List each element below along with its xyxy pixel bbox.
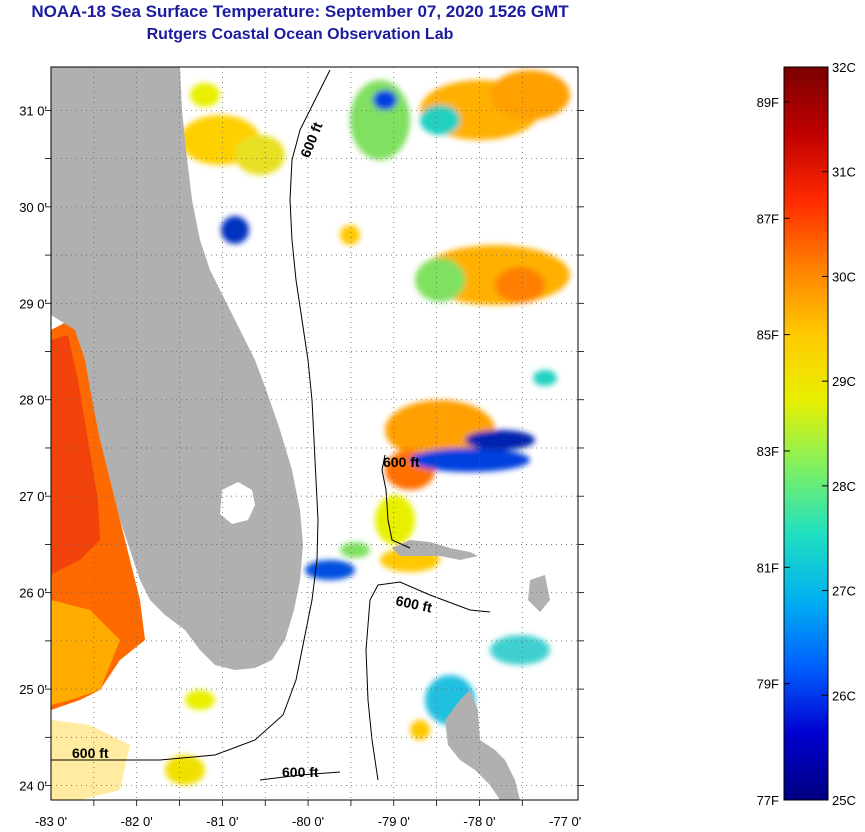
lat-tick-label: 25 0' (19, 682, 47, 697)
sst-patch (465, 430, 535, 450)
sst-patch (410, 720, 430, 740)
contour-label: 600 ft (394, 592, 433, 615)
fahrenheit-tick-label: 81F (757, 560, 779, 575)
isobath-keys (259, 771, 341, 781)
map-frame (50, 66, 579, 801)
sst-patch (373, 90, 397, 110)
celsius-tick-label: 25C (832, 793, 856, 808)
fahrenheit-tick-label: 79F (757, 677, 779, 692)
colorbar-gradient (783, 66, 829, 801)
sst-patch (533, 370, 557, 386)
sst-patch (490, 70, 570, 120)
lat-tick-label: 31 0' (19, 103, 47, 118)
celsius-tick-label: 29C (832, 374, 856, 389)
lake-okeechobee (220, 482, 255, 524)
sst-gulf-hot (51, 335, 100, 575)
contour-label: 600 ft (72, 745, 109, 761)
sst-patch (340, 225, 360, 245)
sst-patch (185, 690, 215, 710)
lat-tick-label: 28 0' (19, 393, 47, 408)
map-subtitle: Rutgers Coastal Ocean Observation Lab (146, 26, 454, 43)
celsius-tick-label: 31C (832, 165, 856, 180)
sst-patch (165, 755, 205, 785)
fahrenheit-tick-label: 89F (757, 95, 779, 110)
lon-tick-label: -77 0' (549, 814, 581, 829)
sst-patch (410, 448, 530, 472)
sst-patch (305, 560, 355, 580)
isobath-bahamas (381, 454, 411, 549)
lon-tick-label: -78 0' (463, 814, 495, 829)
lon-tick-label: -83 0' (35, 814, 67, 829)
sst-patch (420, 105, 460, 135)
lon-tick-label: -81 0' (206, 814, 238, 829)
sst-patch (340, 542, 370, 558)
lon-tick-label: -80 0' (292, 814, 324, 829)
sst-gulf-yellow (51, 600, 120, 705)
celsius-tick-label: 28C (832, 479, 856, 494)
isobath-south (365, 581, 491, 781)
lat-tick-label: 29 0' (19, 296, 47, 311)
grand-bahama-land (392, 540, 478, 560)
sst-patch (495, 267, 545, 303)
fahrenheit-tick-label: 83F (757, 444, 779, 459)
lon-tick-label: -82 0' (121, 814, 153, 829)
andros-land (445, 690, 520, 800)
fahrenheit-tick-label: 87F (757, 211, 779, 226)
sst-patch (190, 83, 220, 107)
sst-patch (385, 400, 495, 460)
lat-tick-label: 30 0' (19, 200, 47, 215)
sst-patch (235, 135, 285, 175)
celsius-tick-label: 27C (832, 584, 856, 599)
sst-patch (490, 635, 550, 665)
lat-tick-label: 24 0' (19, 779, 47, 794)
sst-patch (221, 216, 249, 244)
graticule (45, 67, 584, 806)
contour-label: 600 ft (282, 764, 319, 780)
sst-patch (375, 495, 415, 545)
isobath-east-florida (51, 69, 331, 761)
lat-tick-label: 27 0' (19, 489, 47, 504)
fahrenheit-tick-label: 77F (757, 793, 779, 808)
celsius-tick-label: 30C (832, 269, 856, 284)
contour-label: 600 ft (383, 454, 420, 470)
sst-patch (415, 258, 465, 302)
map-title: NOAA-18 Sea Surface Temperature: Septemb… (31, 2, 569, 21)
celsius-tick-label: 32C (832, 60, 856, 75)
lon-tick-label: -79 0' (378, 814, 410, 829)
lat-tick-label: 26 0' (19, 586, 47, 601)
celsius-tick-label: 26C (832, 688, 856, 703)
abaco-land (528, 575, 550, 612)
fahrenheit-tick-label: 85F (757, 328, 779, 343)
